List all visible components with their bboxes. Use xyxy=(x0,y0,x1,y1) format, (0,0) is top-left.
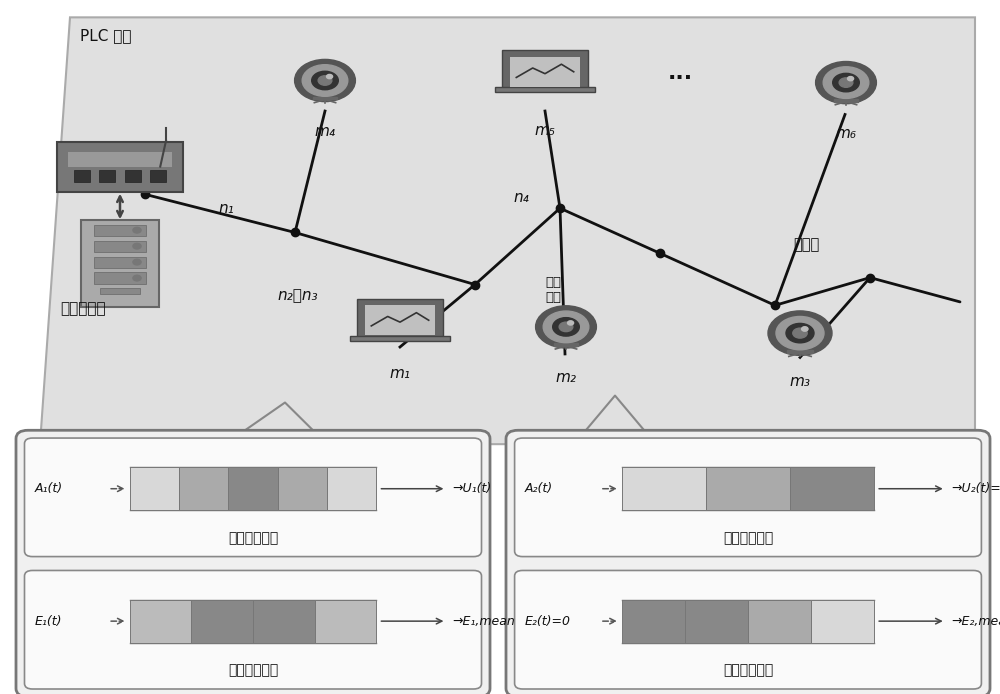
Circle shape xyxy=(133,276,141,281)
Circle shape xyxy=(833,74,859,92)
Text: 能量赤字队列: 能量赤字队列 xyxy=(228,663,278,677)
FancyBboxPatch shape xyxy=(515,438,981,557)
Bar xyxy=(706,467,790,510)
Bar xyxy=(622,600,685,643)
Text: m₃: m₃ xyxy=(790,374,810,389)
Text: 保持
空闲: 保持 空闲 xyxy=(545,276,561,304)
Text: n₂，n₃: n₂，n₃ xyxy=(277,288,318,303)
Text: 电力线: 电力线 xyxy=(793,237,819,252)
Circle shape xyxy=(133,260,141,265)
Circle shape xyxy=(786,323,814,343)
Text: n₁: n₁ xyxy=(218,201,234,216)
Bar xyxy=(94,241,146,252)
Circle shape xyxy=(776,316,824,350)
Circle shape xyxy=(327,74,333,78)
Bar xyxy=(313,97,337,99)
Bar xyxy=(842,89,850,101)
Bar xyxy=(130,467,179,510)
Circle shape xyxy=(312,71,338,90)
Circle shape xyxy=(793,328,807,338)
FancyBboxPatch shape xyxy=(502,50,588,91)
Bar xyxy=(191,600,253,643)
Circle shape xyxy=(133,244,141,249)
Text: E₁(t): E₁(t) xyxy=(35,615,62,627)
FancyBboxPatch shape xyxy=(365,305,435,335)
Circle shape xyxy=(768,311,832,355)
Circle shape xyxy=(133,228,141,233)
Text: m₆: m₆ xyxy=(836,126,856,141)
Polygon shape xyxy=(40,17,975,444)
Text: PLC 网关: PLC 网关 xyxy=(80,28,132,44)
Bar xyxy=(554,344,578,346)
Bar xyxy=(94,225,146,236)
Circle shape xyxy=(318,76,332,85)
Bar xyxy=(130,600,191,643)
Circle shape xyxy=(816,62,876,103)
Text: m₄: m₄ xyxy=(314,124,336,139)
Text: →E₁,mean: →E₁,mean xyxy=(452,615,515,627)
Text: 任务卸载队列: 任务卸载队列 xyxy=(723,531,773,545)
FancyBboxPatch shape xyxy=(57,142,182,192)
Text: →U₁(t): →U₁(t) xyxy=(452,482,491,496)
Circle shape xyxy=(543,311,589,343)
Circle shape xyxy=(553,318,579,336)
Circle shape xyxy=(302,65,348,96)
Bar xyxy=(327,467,376,510)
Circle shape xyxy=(848,76,854,81)
Text: →E₂,mean: →E₂,mean xyxy=(952,615,1000,627)
Bar xyxy=(74,169,90,182)
FancyBboxPatch shape xyxy=(510,57,580,87)
FancyBboxPatch shape xyxy=(16,430,490,694)
FancyBboxPatch shape xyxy=(24,570,482,689)
Bar xyxy=(253,600,315,643)
Bar xyxy=(94,257,146,268)
FancyBboxPatch shape xyxy=(506,430,990,694)
Circle shape xyxy=(802,327,808,331)
Text: m₅: m₅ xyxy=(534,123,556,138)
FancyBboxPatch shape xyxy=(24,438,482,557)
Bar xyxy=(685,600,748,643)
Bar xyxy=(811,600,874,643)
Bar xyxy=(790,467,874,510)
Text: n₄: n₄ xyxy=(513,190,529,205)
Bar xyxy=(787,350,813,353)
Bar xyxy=(278,467,327,510)
FancyBboxPatch shape xyxy=(350,336,450,341)
Bar xyxy=(321,87,329,99)
Bar xyxy=(315,600,376,643)
Bar xyxy=(150,169,166,182)
Text: 能量赤字队列: 能量赤字队列 xyxy=(723,663,773,677)
Text: A₂(t): A₂(t) xyxy=(525,482,553,496)
Bar xyxy=(100,289,140,294)
Bar xyxy=(94,273,146,284)
Circle shape xyxy=(536,306,596,348)
FancyBboxPatch shape xyxy=(357,298,443,339)
Text: 边缘服务器: 边缘服务器 xyxy=(60,301,106,316)
FancyBboxPatch shape xyxy=(495,87,595,92)
Circle shape xyxy=(823,67,869,99)
Circle shape xyxy=(559,322,573,332)
Circle shape xyxy=(568,321,574,325)
Text: m₁: m₁ xyxy=(390,366,411,381)
Bar xyxy=(228,467,278,510)
Bar xyxy=(99,169,115,182)
Text: 任务卸载队列: 任务卸载队列 xyxy=(228,531,278,545)
Bar xyxy=(748,600,811,643)
Text: m₂: m₂ xyxy=(556,370,576,385)
Bar xyxy=(179,467,228,510)
Bar xyxy=(622,467,706,510)
Text: →U₂(t)=0: →U₂(t)=0 xyxy=(952,482,1000,496)
Circle shape xyxy=(839,78,853,87)
FancyBboxPatch shape xyxy=(515,570,981,689)
FancyBboxPatch shape xyxy=(81,221,159,307)
Text: ...: ... xyxy=(667,63,693,83)
Bar xyxy=(125,169,141,182)
Bar xyxy=(796,339,804,352)
FancyBboxPatch shape xyxy=(68,151,172,167)
Text: A₁(t): A₁(t) xyxy=(35,482,63,496)
Bar xyxy=(562,333,570,345)
Circle shape xyxy=(295,60,355,101)
Text: E₂(t)=0: E₂(t)=0 xyxy=(525,615,571,627)
Bar xyxy=(834,99,858,101)
